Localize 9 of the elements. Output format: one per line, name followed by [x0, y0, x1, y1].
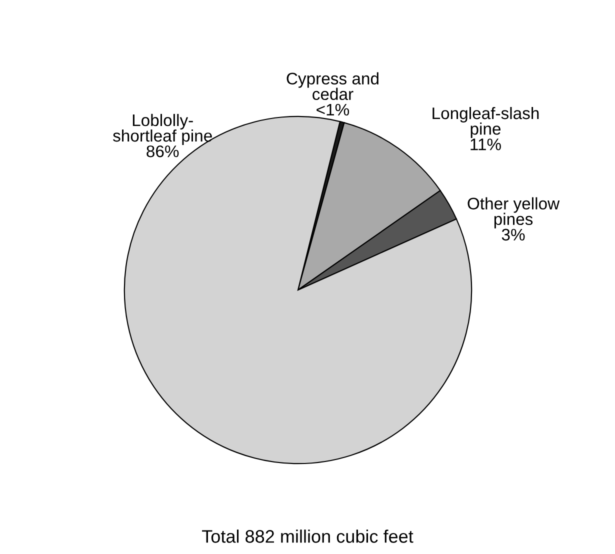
slice-label: Loblolly- shortleaf pine: [113, 114, 212, 145]
slice-label: Other yellow pines: [468, 197, 560, 228]
data-label: <1%: [316, 104, 350, 116]
data-label: 86%: [146, 145, 179, 158]
text: Total 882 million cubic feet: [202, 530, 414, 543]
data-label: 11%: [470, 138, 501, 150]
slice-label: Cypress and cedar: [286, 72, 378, 100]
data-label: 3%: [502, 228, 525, 241]
slice-label: Longleaf-slash pine: [432, 106, 539, 138]
